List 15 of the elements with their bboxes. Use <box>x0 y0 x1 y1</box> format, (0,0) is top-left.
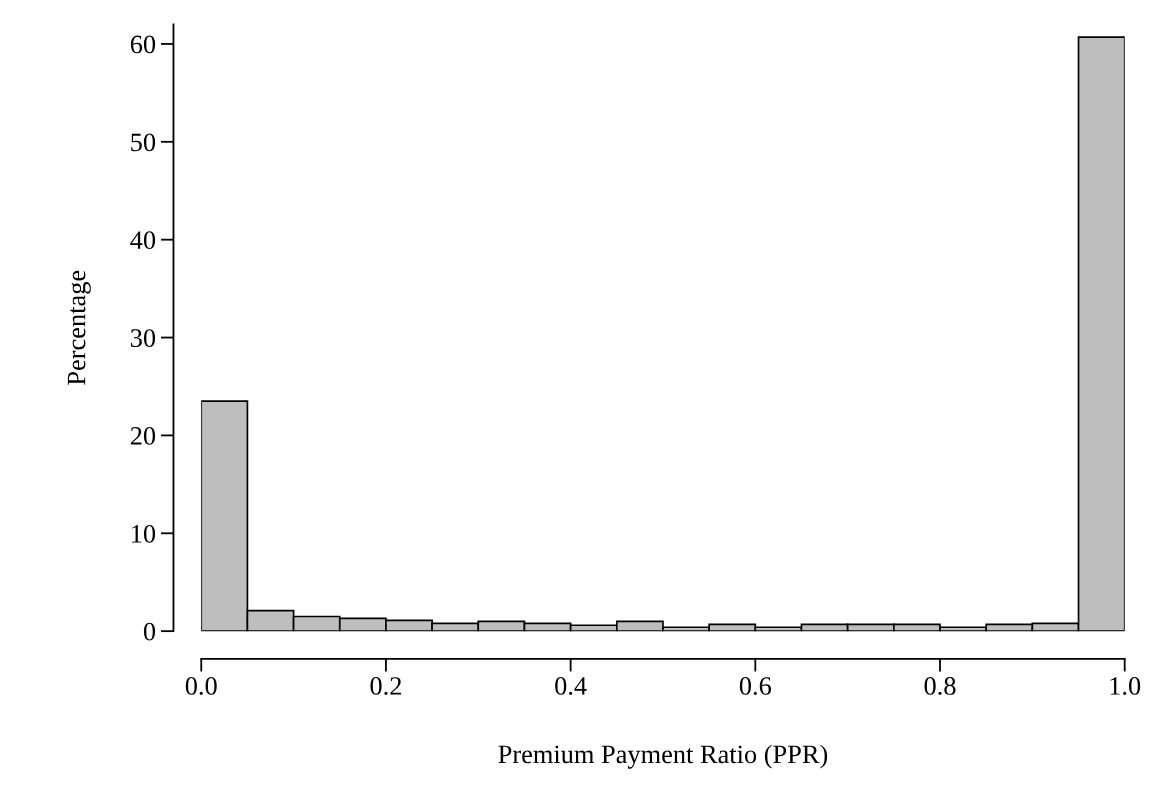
y-tick-label: 40 <box>130 231 156 250</box>
x-tick-label: 0.0 <box>185 677 217 695</box>
y-axis-title: Percentage <box>67 270 91 385</box>
x-tick-label: 0.2 <box>370 677 401 695</box>
y-tick-label: 60 <box>130 35 156 54</box>
x-tick-label: 0.8 <box>924 677 956 695</box>
x-tick-label: 0.6 <box>739 677 772 695</box>
y-tick-label: 30 <box>130 329 156 347</box>
y-tick-label: 10 <box>132 524 156 543</box>
x-tick-label: 1.0 <box>1110 677 1141 695</box>
y-tick-label: 50 <box>131 133 156 152</box>
y-tick-label: 20 <box>130 427 156 445</box>
y-tick-label: 0 <box>143 622 156 641</box>
x-axis-title: Premium Payment Ratio (PPR) <box>498 744 828 769</box>
x-tick-label: 0.4 <box>555 677 587 695</box>
